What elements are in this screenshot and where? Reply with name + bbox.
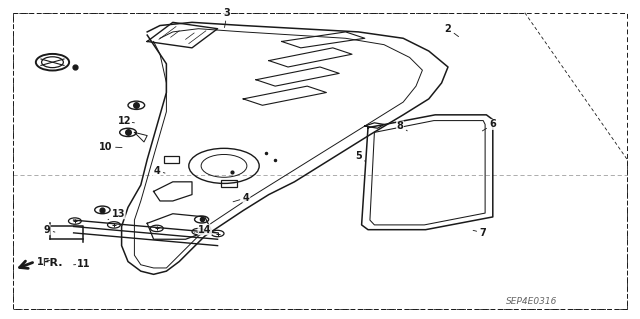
Text: 1: 1 <box>37 256 50 267</box>
Text: SEP4E0316: SEP4E0316 <box>506 297 557 306</box>
Circle shape <box>128 101 145 109</box>
Text: 5: 5 <box>355 151 365 161</box>
Circle shape <box>211 230 224 237</box>
Text: 4: 4 <box>154 166 165 176</box>
Text: 2: 2 <box>445 24 459 37</box>
Text: 12: 12 <box>118 116 134 126</box>
Circle shape <box>68 218 81 224</box>
Text: 9: 9 <box>44 225 55 235</box>
Circle shape <box>120 128 136 137</box>
Text: 14: 14 <box>195 225 212 235</box>
Text: 7: 7 <box>473 228 486 238</box>
Text: 13: 13 <box>108 209 125 220</box>
Circle shape <box>95 206 110 214</box>
Text: 8: 8 <box>397 121 407 131</box>
Text: 10: 10 <box>99 142 122 152</box>
Circle shape <box>150 225 163 232</box>
Text: FR.: FR. <box>42 258 62 268</box>
Circle shape <box>108 222 120 228</box>
Circle shape <box>192 228 205 235</box>
Text: 4: 4 <box>233 193 250 203</box>
Text: 3: 3 <box>224 8 230 27</box>
Circle shape <box>195 216 209 223</box>
Text: 6: 6 <box>483 119 496 131</box>
Text: 11: 11 <box>74 259 90 269</box>
